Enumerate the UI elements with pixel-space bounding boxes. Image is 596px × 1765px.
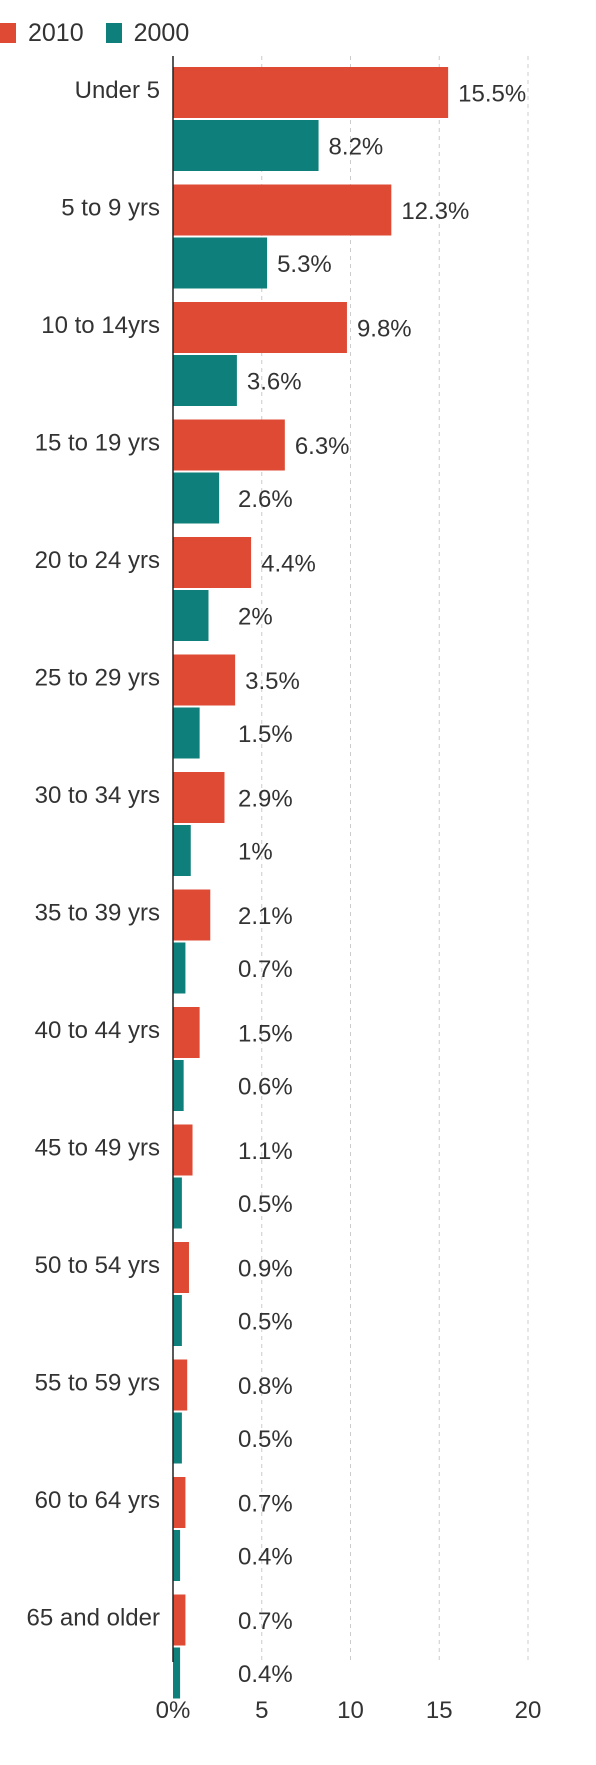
value-label-2010-10: 0.9% xyxy=(238,1256,293,1283)
value-label-2010-3: 6.3% xyxy=(295,433,350,460)
bar-2010-4 xyxy=(173,537,252,588)
value-label-2010-13: 0.7% xyxy=(238,1608,293,1635)
value-label-2010-9: 1.1% xyxy=(238,1138,293,1165)
bar-2000-8 xyxy=(173,1060,184,1111)
value-label-2000-10: 0.5% xyxy=(238,1309,293,1336)
category-label-13: 65 and older xyxy=(27,1605,160,1632)
x-tick-label-5: 5 xyxy=(255,1697,268,1724)
bar-2000-5 xyxy=(173,707,200,759)
value-label-2010-8: 1.5% xyxy=(238,1021,293,1048)
bar-2010-6 xyxy=(173,772,225,823)
category-label-6: 30 to 34 yrs xyxy=(35,782,160,809)
x-tick-label-20: 20 xyxy=(515,1697,542,1724)
value-label-2000-3: 2.6% xyxy=(238,486,293,513)
bar-2000-11 xyxy=(173,1412,182,1464)
category-label-7: 35 to 39 yrs xyxy=(35,900,160,927)
bar-2010-5 xyxy=(173,654,236,706)
bar-2000-1 xyxy=(173,237,268,289)
bar-2000-9 xyxy=(173,1177,182,1229)
bar-2000-7 xyxy=(173,942,186,994)
category-label-4: 20 to 24 yrs xyxy=(35,547,160,574)
bar-2000-10 xyxy=(173,1295,182,1346)
value-label-2000-7: 0.7% xyxy=(238,956,293,983)
value-label-2000-5: 1.5% xyxy=(238,721,293,748)
bar-2010-3 xyxy=(173,419,285,471)
value-label-2000-13: 0.4% xyxy=(238,1661,293,1688)
category-label-5: 25 to 29 yrs xyxy=(35,665,160,692)
value-label-2000-4: 2% xyxy=(238,604,273,631)
x-tick-label-0: 0% xyxy=(156,1697,191,1724)
category-label-1: 5 to 9 yrs xyxy=(61,195,160,222)
value-label-2010-2: 9.8% xyxy=(357,316,412,343)
bar-2000-6 xyxy=(173,825,191,876)
bar-2010-7 xyxy=(173,889,211,941)
value-label-2010-0: 15.5% xyxy=(458,81,526,108)
value-label-2000-6: 1% xyxy=(238,839,273,866)
value-label-2000-9: 0.5% xyxy=(238,1191,293,1218)
value-label-2010-7: 2.1% xyxy=(238,903,293,930)
bar-2000-12 xyxy=(173,1530,181,1581)
value-label-2010-6: 2.9% xyxy=(238,786,293,813)
bar-2010-2 xyxy=(173,302,347,353)
legend-swatch-2000 xyxy=(105,23,122,43)
category-label-10: 50 to 54 yrs xyxy=(35,1252,160,1279)
bar-2010-8 xyxy=(173,1007,200,1058)
bar-2010-10 xyxy=(173,1242,189,1293)
legend-label-2010: 2010 xyxy=(28,18,84,47)
bar-2000-2 xyxy=(173,355,237,406)
value-label-2010-11: 0.8% xyxy=(238,1373,293,1400)
bar-2000-3 xyxy=(173,472,220,524)
value-label-2000-11: 0.5% xyxy=(238,1426,293,1453)
legend-label-2000: 2000 xyxy=(133,18,190,47)
bar-2010-0 xyxy=(173,67,449,118)
legend: 2010 2000 xyxy=(0,18,211,48)
value-label-2010-4: 4.4% xyxy=(261,551,316,578)
bar-2010-11 xyxy=(173,1359,188,1411)
category-label-3: 15 to 19 yrs xyxy=(35,430,160,457)
legend-item-2000: 2000 xyxy=(105,18,190,48)
value-label-2010-1: 12.3% xyxy=(401,198,469,225)
bar-2000-0 xyxy=(173,120,319,171)
legend-swatch-2010 xyxy=(0,23,16,43)
x-tick-label-15: 15 xyxy=(426,1697,453,1724)
category-label-12: 60 to 64 yrs xyxy=(35,1487,160,1514)
value-label-2010-5: 3.5% xyxy=(245,668,300,695)
value-label-2000-2: 3.6% xyxy=(247,369,302,396)
legend-item-2010: 2010 xyxy=(0,19,84,48)
category-label-2: 10 to 14yrs xyxy=(41,312,160,339)
bar-2000-13 xyxy=(173,1647,181,1699)
category-label-8: 40 to 44 yrs xyxy=(35,1017,160,1044)
category-label-9: 45 to 49 yrs xyxy=(35,1135,160,1162)
bar-2010-12 xyxy=(173,1477,186,1528)
value-label-2010-12: 0.7% xyxy=(238,1491,293,1518)
value-label-2000-8: 0.6% xyxy=(238,1074,293,1101)
category-label-0: Under 5 xyxy=(75,77,160,104)
x-tick-label-10: 10 xyxy=(337,1697,364,1724)
bar-2010-9 xyxy=(173,1124,193,1176)
bar-2010-13 xyxy=(173,1594,186,1646)
category-label-11: 55 to 59 yrs xyxy=(35,1370,160,1397)
value-label-2000-12: 0.4% xyxy=(238,1544,293,1571)
value-label-2000-0: 8.2% xyxy=(329,134,384,161)
bar-2010-1 xyxy=(173,184,392,236)
value-label-2000-1: 5.3% xyxy=(277,251,332,278)
bar-2000-4 xyxy=(173,590,209,641)
